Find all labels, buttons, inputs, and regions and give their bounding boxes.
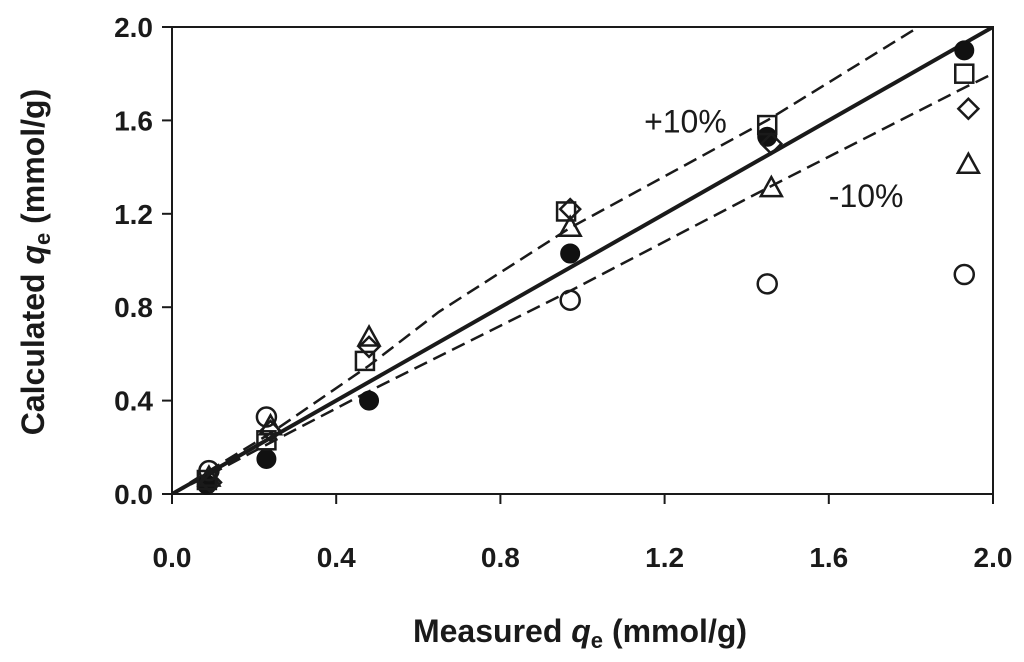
- triangle-open-point: [557, 214, 583, 238]
- triangle-open-point: [356, 323, 382, 347]
- upper-10pct-line: [172, 27, 920, 494]
- y-tick-label: 1.2: [114, 199, 153, 230]
- circle-filled-point: [954, 40, 975, 61]
- x-tick-label: 0.8: [481, 542, 520, 573]
- y-tick-label: 2.0: [114, 12, 153, 43]
- y-axis-title-prefix: Calculated: [15, 265, 51, 436]
- x-tick-label: 1.6: [809, 542, 848, 573]
- diamond-open-point: [759, 131, 784, 156]
- circle-open-point: [756, 273, 778, 295]
- circle-filled-point: [560, 243, 581, 264]
- y-axis-title-sub: e: [30, 233, 55, 245]
- lower-10pct-line: [172, 72, 993, 494]
- x-axis-title-suffix: (mmol/g): [603, 613, 747, 649]
- square-open-point: [256, 430, 277, 451]
- y-tick-label: 1.6: [114, 105, 153, 136]
- circle-open-point: [953, 263, 976, 286]
- square-open-point: [954, 63, 975, 84]
- parity-line: [172, 27, 993, 494]
- annotation-label: +10%: [644, 103, 727, 139]
- x-tick-label: 2.0: [974, 542, 1013, 573]
- diamond-open-point: [558, 197, 582, 221]
- x-tick-label: 0.4: [317, 542, 356, 573]
- y-tick-label: 0.0: [114, 479, 153, 510]
- x-axis-title-sub: e: [591, 628, 603, 653]
- y-axis-title: Calculated qe (mmol/g): [15, 89, 55, 436]
- triangle-open-point: [758, 174, 784, 198]
- triangle-open-point: [955, 151, 981, 175]
- diamond-open-point: [258, 419, 283, 443]
- y-tick-label: 0.4: [114, 386, 153, 417]
- data-markers: [196, 40, 981, 495]
- y-tick-label: 0.8: [114, 292, 153, 323]
- y-axis-title-suffix: (mmol/g): [15, 89, 51, 233]
- circle-filled-point: [256, 448, 277, 469]
- plot-area: 0.0 0.4 0.8 1.2 1.6 2.0 0.0 0.4 0.8 1.2 1.6 2.0 +10%…: [114, 12, 1012, 573]
- y-axis-title-var: q: [15, 245, 51, 265]
- x-axis-title-prefix: Measured: [413, 613, 571, 649]
- x-axis-title: Measured qe (mmol/g): [413, 613, 747, 653]
- x-tick-label: 1.2: [645, 542, 684, 573]
- circle-filled-point: [359, 390, 380, 411]
- reference-lines: [172, 27, 993, 494]
- diamond-open-point: [199, 470, 223, 495]
- annotation-label: -10%: [829, 178, 904, 214]
- plot-frame: [171, 26, 994, 495]
- square-open-point: [756, 114, 778, 136]
- diamond-open-point: [956, 96, 981, 121]
- x-axis-title-var: q: [571, 613, 591, 649]
- circle-open-point: [559, 289, 581, 311]
- diamond-open-point: [357, 335, 381, 359]
- x-tick-label: 0.0: [153, 542, 192, 573]
